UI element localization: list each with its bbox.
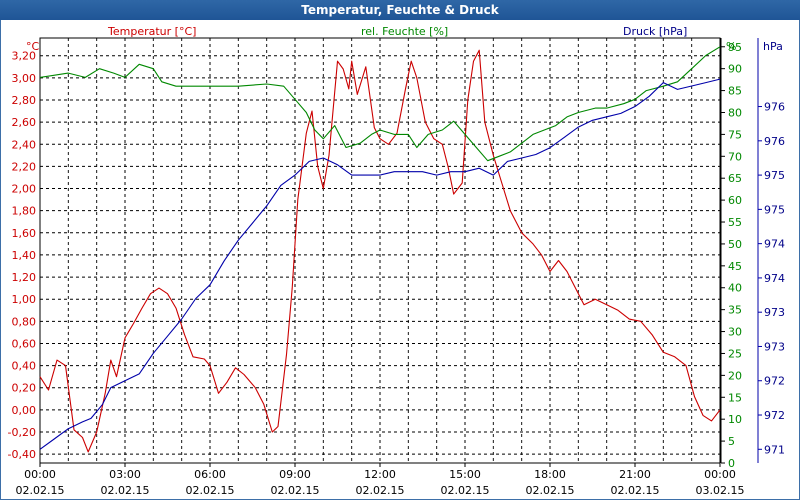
- temperature-tick-label: 3,00: [12, 72, 37, 85]
- humidity-tick-label: 15: [728, 391, 742, 404]
- pressure-unit: hPa: [763, 40, 783, 53]
- window-title: Temperatur, Feuchte & Druck: [0, 0, 800, 20]
- x-tick-time-label: 09:00: [279, 468, 311, 481]
- temperature-tick-label: 1,00: [12, 293, 37, 306]
- temperature-tick-label: 0,00: [12, 404, 37, 417]
- temperature-tick-label: 0,20: [12, 382, 37, 395]
- temperature-tick-label: 0,80: [12, 315, 37, 328]
- pressure-tick-label: 973: [764, 340, 785, 353]
- temperature-tick-label: 0,40: [12, 360, 37, 373]
- x-tick-time-label: 21:00: [619, 468, 651, 481]
- humidity-tick-label: 5: [728, 435, 735, 448]
- humidity-tick-label: 65: [728, 172, 742, 185]
- humidity-tick-label: 35: [728, 304, 742, 317]
- humidity-tick-label: 75: [728, 128, 742, 141]
- pressure-tick-label: 973: [764, 306, 785, 319]
- x-tick-date-label: 02.02.15: [441, 484, 490, 497]
- temperature-unit: °C: [26, 40, 40, 53]
- x-tick-time-label: 00:00: [24, 468, 56, 481]
- temperature-series-line: [39, 49, 721, 453]
- humidity-tick-label: 85: [728, 85, 742, 98]
- chart-plot: -0,40 -0,20 0,00 0,20 0,40 0,60 0,80 1,00 1,20 1,…: [8, 37, 785, 497]
- temperature-tick-label: 2,40: [12, 138, 37, 151]
- x-tick-date-label: 02.02.15: [526, 484, 575, 497]
- pressure-tick-label: 976: [764, 101, 785, 114]
- humidity-tick-label: 70: [728, 150, 742, 163]
- pressure-tick-label: 975: [764, 169, 785, 182]
- temperature-tick-label: -0,40: [8, 448, 36, 461]
- humidity-tick-label: 90: [728, 63, 742, 76]
- x-tick-time-label: 06:00: [194, 468, 226, 481]
- humidity-tick-label: 20: [728, 369, 742, 382]
- temperature-axis-label: Temperatur [°C]: [108, 25, 197, 38]
- humidity-series-line: [39, 46, 721, 162]
- pressure-tick-label: 974: [764, 272, 785, 285]
- x-tick-date-label: 02.02.15: [101, 484, 150, 497]
- humidity-tick-label: 25: [728, 347, 742, 360]
- x-tick-date-label: 02.02.15: [356, 484, 405, 497]
- temperature-tick-label: 3,20: [12, 50, 37, 63]
- temperature-tick-label: -0,20: [8, 426, 36, 439]
- temperature-tick-label: 1,40: [12, 249, 37, 262]
- pressure-tick-label: 976: [764, 135, 785, 148]
- pressure-tick-label: 972: [764, 409, 785, 422]
- x-tick-time-label: 15:00: [449, 468, 481, 481]
- temperature-tick-label: 2,80: [12, 94, 37, 107]
- x-tick-time-label: 03:00: [109, 468, 141, 481]
- pressure-series-line: [39, 78, 721, 450]
- humidity-tick-label: 30: [728, 326, 742, 339]
- temperature-tick-label: 0,60: [12, 337, 37, 350]
- x-tick-time-label: 00:00: [704, 468, 736, 481]
- temperature-tick-label: 2,60: [12, 116, 37, 129]
- x-tick-time-label: 12:00: [364, 468, 396, 481]
- humidity-tick-label: 60: [728, 194, 742, 207]
- x-tick-date-label: 02.02.15: [271, 484, 320, 497]
- temperature-tick-label: 2,00: [12, 183, 37, 196]
- pressure-tick-label: 975: [764, 203, 785, 216]
- x-tick-time-label: 18:00: [534, 468, 566, 481]
- humidity-unit: %: [726, 40, 737, 53]
- pressure-tick-label: 974: [764, 238, 785, 251]
- x-tick-date-label: 02.02.15: [611, 484, 660, 497]
- pressure-axis-label: Druck [hPa]: [623, 25, 688, 38]
- humidity-tick-label: 40: [728, 282, 742, 295]
- x-tick-date-label: 02.02.15: [186, 484, 235, 497]
- humidity-tick-label: 10: [728, 413, 742, 426]
- temperature-tick-label: 1,20: [12, 271, 37, 284]
- humidity-tick-label: 0: [728, 457, 735, 470]
- x-tick-date-label: 03.02.15: [696, 484, 745, 497]
- pressure-tick-label: 972: [764, 375, 785, 388]
- humidity-tick-label: 80: [728, 106, 742, 119]
- humidity-tick-label: 95: [728, 41, 742, 54]
- temperature-tick-label: 1,60: [12, 227, 37, 240]
- humidity-axis-label: rel. Feuchte [%]: [361, 25, 449, 38]
- x-tick-date-label: 02.02.15: [16, 484, 65, 497]
- pressure-tick-label: 971: [764, 443, 785, 456]
- humidity-tick-label: 55: [728, 216, 742, 229]
- humidity-tick-label: 50: [728, 238, 742, 251]
- humidity-tick-label: 45: [728, 260, 742, 273]
- temperature-tick-label: 2,20: [12, 160, 37, 173]
- temperature-tick-label: 1,80: [12, 205, 37, 218]
